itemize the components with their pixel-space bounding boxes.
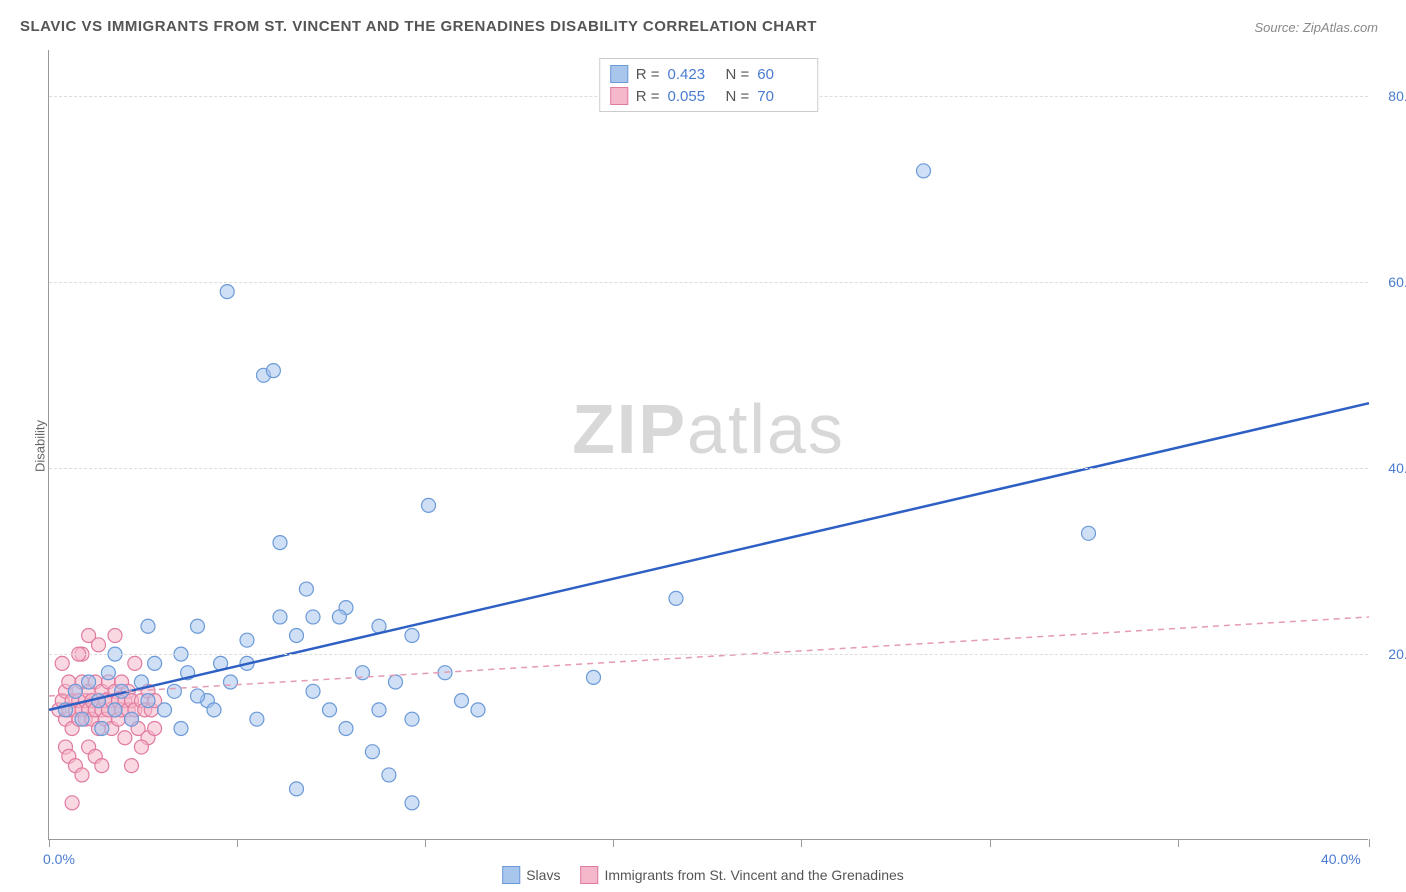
legend-swatch-immigrants [580, 866, 598, 884]
scatter-point [273, 536, 287, 550]
scatter-point [141, 694, 155, 708]
scatter-point [290, 629, 304, 643]
x-tick-label: 40.0% [1321, 851, 1361, 867]
scatter-point [158, 703, 172, 717]
scatter-point [240, 633, 254, 647]
scatter-point [1082, 526, 1096, 540]
scatter-point [191, 689, 205, 703]
chart-svg [49, 50, 1368, 839]
scatter-point [290, 782, 304, 796]
scatter-point [405, 796, 419, 810]
x-tick [1178, 839, 1179, 847]
scatter-point [587, 670, 601, 684]
stats-legend: R = 0.423 N = 60 R = 0.055 N = 70 [599, 58, 819, 112]
stats-row-1: R = 0.423 N = 60 [610, 63, 808, 85]
scatter-point [55, 656, 69, 670]
x-tick [990, 839, 991, 847]
y-tick-label: 40.0% [1388, 460, 1406, 476]
y-tick-label: 20.0% [1388, 646, 1406, 662]
scatter-point [339, 721, 353, 735]
swatch-immigrants [610, 87, 628, 105]
y-tick-label: 80.0% [1388, 88, 1406, 104]
scatter-point [68, 684, 82, 698]
scatter-point [125, 759, 139, 773]
scatter-point [382, 768, 396, 782]
scatter-point [148, 721, 162, 735]
x-tick [613, 839, 614, 847]
r-value-1: 0.423 [668, 66, 718, 83]
gridline [49, 468, 1368, 469]
scatter-point [405, 629, 419, 643]
scatter-point [405, 712, 419, 726]
scatter-point [118, 731, 132, 745]
r-label-2: R = [636, 88, 660, 105]
legend-label-slavs: Slavs [526, 867, 560, 883]
scatter-point [95, 721, 109, 735]
stats-row-2: R = 0.055 N = 70 [610, 85, 808, 107]
scatter-point [422, 498, 436, 512]
scatter-point [191, 619, 205, 633]
scatter-point [273, 610, 287, 624]
legend-item-immigrants: Immigrants from St. Vincent and the Gren… [580, 866, 903, 884]
scatter-point [82, 675, 96, 689]
gridline [49, 654, 1368, 655]
scatter-point [471, 703, 485, 717]
n-label: N = [726, 66, 750, 83]
scatter-point [75, 712, 89, 726]
x-tick-label: 0.0% [43, 851, 75, 867]
scatter-point [92, 638, 106, 652]
scatter-point [389, 675, 403, 689]
scatter-point [167, 684, 181, 698]
scatter-point [365, 745, 379, 759]
bottom-legend: Slavs Immigrants from St. Vincent and th… [502, 866, 904, 884]
x-tick [237, 839, 238, 847]
scatter-point [125, 712, 139, 726]
scatter-point [224, 675, 238, 689]
source-attribution: Source: ZipAtlas.com [1254, 20, 1378, 35]
y-axis-title: Disability [33, 420, 48, 472]
n-label-2: N = [726, 88, 750, 105]
scatter-point [250, 712, 264, 726]
chart-title: SLAVIC VS IMMIGRANTS FROM ST. VINCENT AN… [20, 18, 817, 35]
y-tick-label: 60.0% [1388, 274, 1406, 290]
scatter-point [141, 619, 155, 633]
scatter-point [299, 582, 313, 596]
scatter-point [95, 759, 109, 773]
scatter-point [174, 721, 188, 735]
trend-line [49, 403, 1369, 710]
x-tick [425, 839, 426, 847]
swatch-slavs [610, 65, 628, 83]
scatter-point [306, 684, 320, 698]
scatter-point [669, 591, 683, 605]
scatter-point [266, 364, 280, 378]
scatter-point [917, 164, 931, 178]
scatter-point [128, 656, 142, 670]
x-tick [801, 839, 802, 847]
scatter-point [134, 740, 148, 754]
scatter-point [323, 703, 337, 717]
scatter-point [108, 629, 122, 643]
scatter-point [101, 666, 115, 680]
plot-area: ZIPatlas R = 0.423 N = 60 R = 0.055 N = … [48, 50, 1368, 840]
scatter-point [108, 703, 122, 717]
legend-item-slavs: Slavs [502, 866, 560, 884]
x-tick [49, 839, 50, 847]
gridline [49, 282, 1368, 283]
r-value-2: 0.055 [668, 88, 718, 105]
scatter-point [455, 694, 469, 708]
r-label: R = [636, 66, 660, 83]
x-tick [1369, 839, 1370, 847]
scatter-point [65, 796, 79, 810]
scatter-point [332, 610, 346, 624]
scatter-point [372, 703, 386, 717]
scatter-point [207, 703, 221, 717]
scatter-point [220, 285, 234, 299]
scatter-point [75, 768, 89, 782]
n-value-1: 60 [757, 66, 807, 83]
scatter-point [306, 610, 320, 624]
scatter-point [148, 656, 162, 670]
legend-swatch-slavs [502, 866, 520, 884]
legend-label-immigrants: Immigrants from St. Vincent and the Gren… [604, 867, 903, 883]
n-value-2: 70 [757, 88, 807, 105]
